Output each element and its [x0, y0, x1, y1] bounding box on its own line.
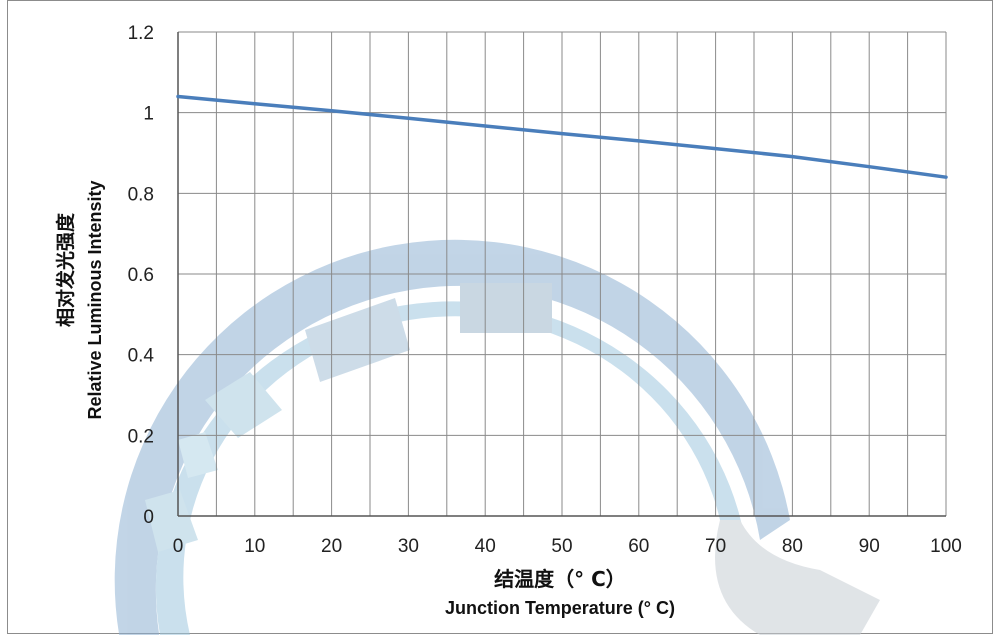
x-tick-label: 70 [705, 536, 726, 557]
data-point [407, 117, 409, 119]
data-point [484, 125, 486, 127]
y-tick-label: 0 [143, 507, 154, 528]
gridlines [177, 31, 947, 517]
x-tick-label: 100 [930, 536, 962, 557]
x-tick-label: 80 [782, 536, 803, 557]
data-point [791, 156, 793, 158]
x-tick-label: 40 [475, 536, 496, 557]
x-tick-label: 90 [859, 536, 880, 557]
x-tick-label: 10 [244, 536, 265, 557]
y-axis-title-cn: 相对发光强度 [54, 212, 77, 327]
data-point [868, 166, 870, 168]
y-tick-label: 0.6 [128, 265, 154, 286]
x-tick-labels: 0 10 20 30 40 50 60 70 80 90 100 [173, 536, 962, 557]
data-point [177, 96, 179, 98]
x-tick-label: 20 [321, 536, 342, 557]
data-point [254, 103, 256, 105]
y-tick-label: 0.2 [128, 426, 154, 447]
y-tick-label: 0.8 [128, 184, 154, 205]
data-points [177, 96, 947, 178]
y-tick-labels: 0 0.2 0.4 0.6 0.8 1 1.2 [128, 23, 155, 528]
y-tick-label: 1.2 [128, 23, 154, 44]
x-tick-label: 30 [398, 536, 419, 557]
y-tick-label: 1 [143, 104, 154, 125]
data-point [561, 133, 563, 135]
data-point [945, 176, 947, 178]
data-point [331, 110, 333, 112]
x-axis-title: Junction Temperature (° C) [445, 598, 675, 618]
y-tick-label: 0.4 [128, 346, 155, 367]
x-tick-label: 0 [173, 536, 184, 557]
x-tick-label: 50 [551, 536, 572, 557]
data-point [638, 140, 640, 142]
y-axis-title: Relative Luminous Intensity [85, 180, 105, 419]
x-axis-title-cn: 结温度（° C） [494, 567, 626, 591]
axes [177, 32, 946, 517]
data-point [715, 148, 717, 150]
x-tick-label: 60 [628, 536, 649, 557]
